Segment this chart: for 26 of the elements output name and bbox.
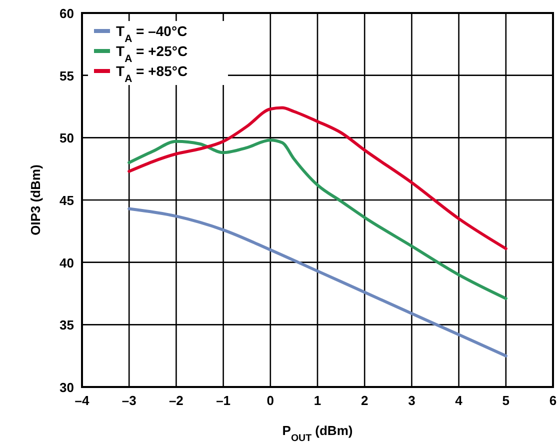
- x-tick-label: 0: [266, 393, 274, 408]
- x-tick-label: –4: [74, 393, 90, 408]
- x-tick-label: –3: [122, 393, 136, 408]
- line-series: [128, 207, 508, 358]
- x-tick-label: –1: [216, 393, 231, 408]
- line-series: [128, 138, 508, 300]
- x-tick-label: –2: [168, 393, 184, 408]
- x-tick-label: 6: [549, 393, 557, 408]
- line-series: [128, 106, 508, 250]
- y-axis-title: OIP3 (dBm): [28, 164, 43, 236]
- y-tick-label: 40: [60, 255, 74, 270]
- y-tick-label: 30: [60, 380, 74, 395]
- x-axis-title: P$_{OUT}$ (dBm): [282, 423, 353, 444]
- x-tick-label: 5: [502, 393, 510, 408]
- legend-label: T$_{A}$ = +85°C: [116, 63, 188, 85]
- legend-label: T$_{A}$ = –40°C: [116, 23, 188, 45]
- y-tick-label: 35: [60, 318, 74, 333]
- y-tick-label: 45: [60, 193, 74, 208]
- legend-label: T$_{A}$ = +25°C: [116, 43, 188, 65]
- y-tick-label: 60: [60, 6, 74, 21]
- x-tick-label: 4: [455, 393, 464, 408]
- y-tick-label: 50: [60, 130, 74, 146]
- y-tick-label: 55: [60, 68, 74, 84]
- x-tick-label: 2: [360, 393, 368, 408]
- x-tick-label: 3: [408, 393, 416, 408]
- x-tick-label: 1: [314, 393, 322, 408]
